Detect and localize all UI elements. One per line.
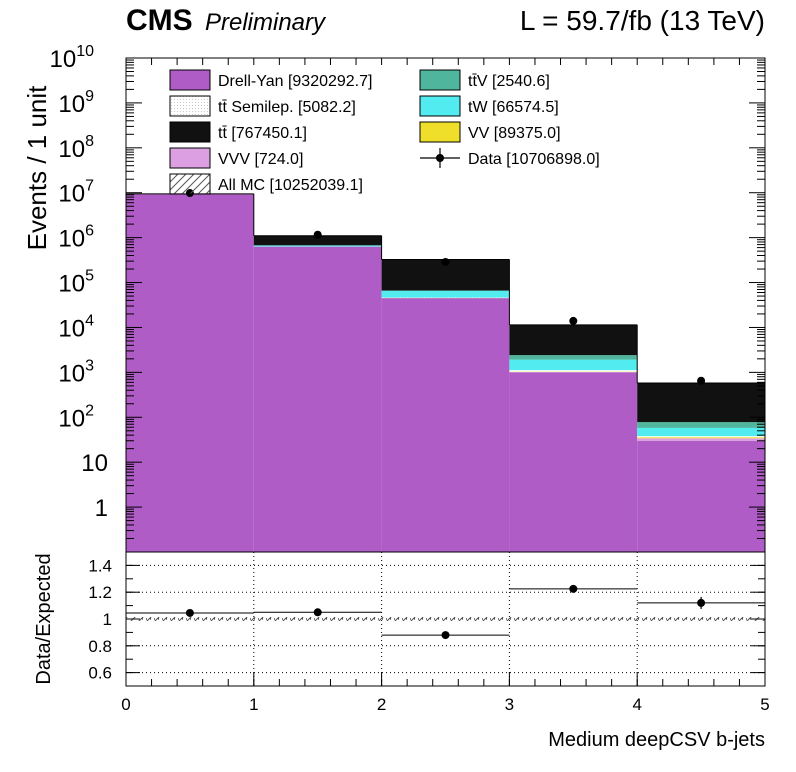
legend-label: VVV [724.0] [218, 151, 303, 168]
legend-label: tW [66574.5] [468, 99, 559, 116]
legend-label: All MC [10252039.1] [218, 177, 363, 194]
bar-drell-yan-bin-3 [509, 372, 638, 552]
bar-tw-bin-4 [637, 427, 765, 437]
ratio-point-1 [313, 608, 322, 617]
ratio-y-tick-label: 0.8 [88, 637, 112, 656]
y-tick-label: 105 [58, 268, 94, 298]
legend-item: All MC [10252039.1] [169, 173, 363, 195]
status-label: Preliminary [205, 9, 327, 36]
ratio-plot: 0.6 0.8 1 1.2 1.4 0 1 2 3 4 5 Data/Expected Medium… [33, 58, 770, 751]
bar-ttv-bin-3 [509, 355, 638, 360]
bar-tw-bin-2 [381, 290, 510, 298]
ratio-point-4 [697, 598, 706, 607]
data-point-bin-4 [697, 376, 706, 385]
bar-ttv-bin-4 [637, 422, 765, 428]
main-y-axis-title: Events / 1 unit [22, 85, 52, 251]
bar-ttbar-bin-4 [637, 383, 765, 423]
bar-drell-yan-bin-1 [253, 246, 382, 552]
bar-drell-yan-bin-0 [126, 194, 254, 552]
legend-item: tt̄ Semilep. [5082.2] [169, 95, 356, 117]
ratio-y-tick-label: 1 [103, 610, 112, 629]
ratio-points [126, 584, 765, 640]
x-tick-label: 1 [249, 695, 258, 714]
y-tick-label: 1010 [50, 43, 95, 73]
y-tick-label: 106 [58, 223, 94, 253]
bar-ttbar-bin-3 [509, 324, 638, 356]
y-tick-label: 102 [58, 402, 94, 432]
ratio-y-axis-title: Data/Expected [33, 553, 55, 684]
y-tick-label: 10 [81, 450, 108, 477]
bar-drell-yan-bin-4 [637, 440, 765, 552]
y-tick-label: 103 [58, 357, 94, 387]
x-axis-title: Medium deepCSV b-jets [548, 729, 765, 751]
bar-drell-yan-bin-2 [381, 298, 510, 552]
legend: Drell-Yan [9320292.7] tt̄ Semilep. [5082.… [169, 69, 600, 195]
legend-item: tt̄V [2540.6] [419, 69, 550, 91]
ratio-point-0 [185, 608, 194, 617]
x-tick-label: 2 [377, 695, 386, 714]
legend-item: VV [89375.0] [419, 121, 561, 143]
ratio-y-tick-label: 1.4 [88, 556, 112, 575]
y-tick-label: 104 [58, 312, 94, 342]
y-tick-label: 108 [58, 133, 94, 163]
stack-bars [126, 193, 765, 552]
y-tick-label: 109 [58, 88, 94, 118]
legend-item: Data [10706898.0] [420, 148, 600, 168]
ratio-point-2 [441, 631, 450, 640]
legend-item: VVV [724.0] [169, 147, 303, 169]
legend-label: Data [10706898.0] [468, 151, 600, 168]
ratio-y-tick-label: 1.2 [88, 583, 112, 602]
bar-ttbar-semilep-bin-4 [637, 436, 765, 438]
legend-label: tt̄ Semilep. [5082.2] [218, 99, 356, 116]
ratio-y-tick-label: 0.6 [88, 664, 112, 683]
x-tick-label: 0 [121, 695, 130, 714]
bar-vv-bin-4 [637, 437, 765, 439]
y-tick-label: 1 [95, 495, 108, 522]
data-point-bin-2 [441, 257, 450, 266]
legend-item: tW [66574.5] [419, 95, 559, 117]
ratio-point-3 [569, 584, 578, 593]
bar-tw-bin-1 [253, 245, 382, 247]
legend-item: tt̄ [767450.1] [169, 121, 307, 143]
legend-item: Drell-Yan [9320292.7] [169, 69, 372, 91]
legend-label: VV [89375.0] [468, 125, 561, 142]
legend-label: tt̄ [767450.1] [218, 125, 307, 142]
bar-ttbar-semilep-bin-3 [509, 370, 638, 372]
ratio-grid [125, 552, 766, 686]
x-tick-label: 4 [632, 695, 641, 714]
experiment-label: CMS [126, 4, 193, 37]
y-tick-label: 107 [58, 178, 94, 208]
data-point-bin-1 [313, 230, 322, 239]
lumi-label: L = 59.7/fb (13 TeV) [520, 5, 765, 36]
bar-vvv-bin-4 [637, 438, 765, 441]
legend-label: Drell-Yan [9320292.7] [218, 73, 372, 90]
x-tick-label: 3 [505, 695, 514, 714]
bar-ttbar-bin-1 [253, 235, 382, 246]
x-tick-label: 5 [760, 695, 769, 714]
data-point-bin-3 [569, 316, 578, 325]
legend-label: tt̄V [2540.6] [468, 73, 550, 90]
bar-tw-bin-3 [509, 359, 638, 371]
